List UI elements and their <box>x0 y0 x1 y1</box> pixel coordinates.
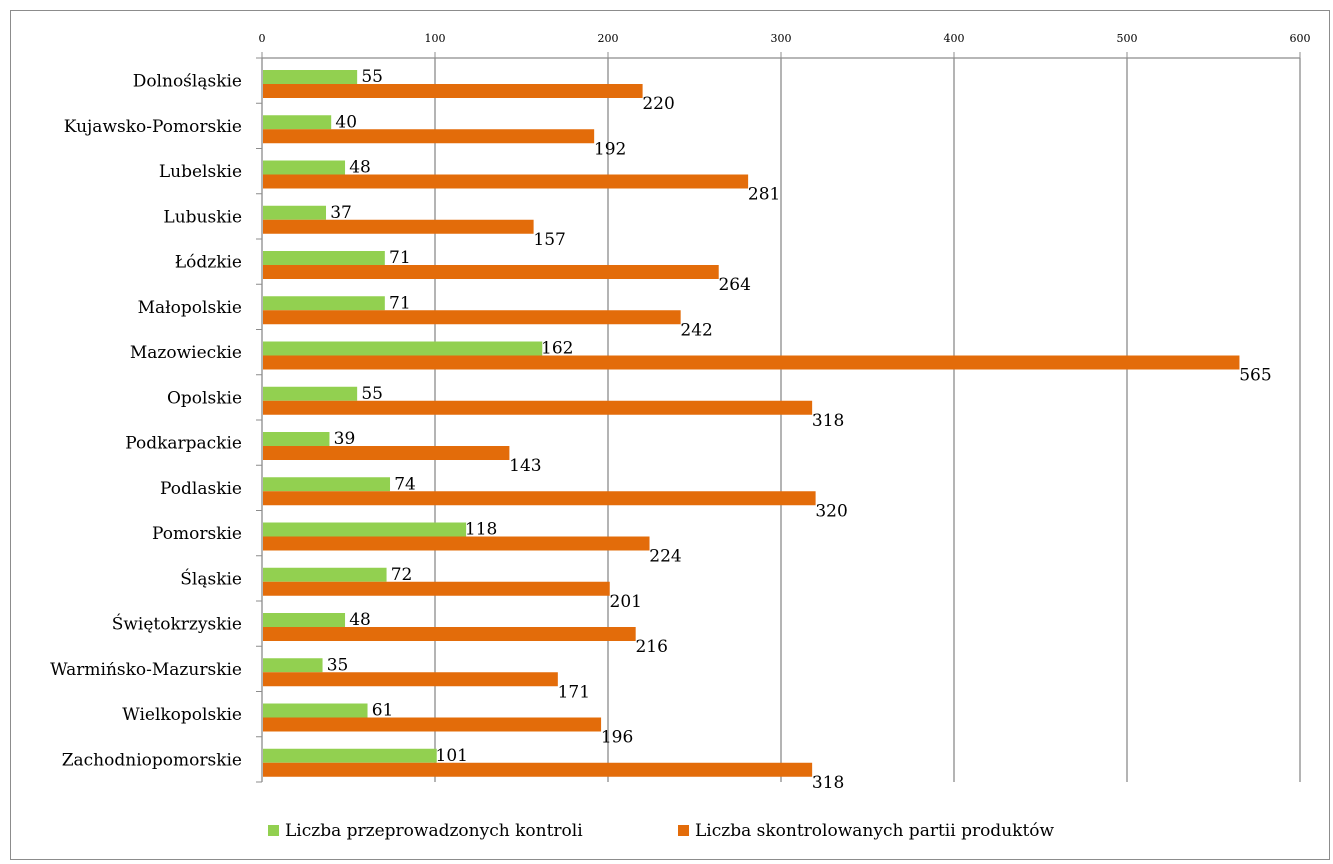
x-axis-ticks: 0 100 200 300 400 500 600 <box>256 32 1311 783</box>
x-tick-label: 100 <box>425 32 446 45</box>
bar-kontrole <box>263 658 323 673</box>
data-label: 264 <box>718 275 750 295</box>
bar-partie <box>263 446 510 460</box>
legend-swatch <box>678 825 689 836</box>
data-label: 192 <box>594 139 626 159</box>
bar-kontrole <box>263 613 346 627</box>
category-label: Podkarpackie <box>125 434 242 454</box>
data-label: 101 <box>436 746 468 766</box>
bar-partie <box>263 129 595 144</box>
category-label: Wielkopolskie <box>122 705 242 725</box>
bar-kontrole <box>263 160 346 175</box>
data-label: 143 <box>509 456 541 476</box>
bar-kontrole <box>263 296 385 311</box>
bar-partie <box>263 265 719 279</box>
bar-partie <box>263 581 610 596</box>
data-label: 196 <box>601 728 633 748</box>
bar-kontrole <box>263 251 385 265</box>
x-tick-label: 200 <box>598 32 619 45</box>
bars: 55 220 40 192 48 281 37 157 71 264 71 242 162 565 55 31… <box>263 67 1272 793</box>
bar-kontrole <box>263 477 391 492</box>
data-label: 37 <box>330 203 352 223</box>
category-label: Łódzkie <box>175 253 242 273</box>
data-label: 318 <box>812 411 844 431</box>
data-label: 318 <box>812 773 844 793</box>
data-label: 157 <box>533 230 565 250</box>
category-label: Pomorskie <box>152 524 242 544</box>
legend-swatch <box>268 825 279 836</box>
bar-partie <box>263 762 813 777</box>
category-label: Warmińsko-Mazurskie <box>50 660 242 680</box>
data-label: 55 <box>361 67 383 87</box>
bar-kontrole <box>263 341 543 356</box>
data-label: 565 <box>1239 366 1271 386</box>
bar-kontrole <box>263 703 368 718</box>
bar-kontrole <box>263 567 387 582</box>
bar-partie <box>263 355 1240 370</box>
data-label: 242 <box>680 320 712 340</box>
category-label: Kujawsko-Pomorskie <box>64 117 242 137</box>
data-label: 220 <box>642 94 674 114</box>
category-label: Dolnośląskie <box>133 72 242 92</box>
legend-label: Liczba skontrolowanych partii produktów <box>695 821 1055 841</box>
bar-kontrole <box>263 748 437 763</box>
x-tick-label: 300 <box>771 32 792 45</box>
category-label: Śląskie <box>180 568 242 589</box>
bar-kontrole <box>263 386 358 401</box>
legend: Liczba przeprowadzonych kontroli Liczba s… <box>268 821 1055 841</box>
category-label: Małopolskie <box>138 298 242 318</box>
category-label: Świętokrzyskie <box>112 614 242 635</box>
bar-partie <box>263 174 749 189</box>
data-label: 48 <box>349 610 371 630</box>
bar-partie <box>263 536 650 551</box>
bar-partie <box>263 84 643 98</box>
data-label: 71 <box>389 293 411 313</box>
data-label: 162 <box>541 339 573 359</box>
bar-partie <box>263 672 558 687</box>
data-label: 61 <box>372 701 394 721</box>
x-tick-label: 500 <box>1117 32 1138 45</box>
data-label: 281 <box>748 185 780 205</box>
data-label: 224 <box>649 547 681 567</box>
category-label: Podlaskie <box>160 479 242 499</box>
category-label: Zachodniopomorskie <box>62 750 242 770</box>
category-label: Lubelskie <box>159 162 242 182</box>
x-tick-label: 0 <box>259 32 266 45</box>
x-tick-label: 400 <box>944 32 965 45</box>
data-label: 55 <box>361 384 383 404</box>
bar-kontrole <box>263 205 327 220</box>
bar-partie <box>263 627 636 641</box>
data-label: 320 <box>815 501 847 521</box>
bar-partie <box>263 219 534 234</box>
bar-kontrole <box>263 432 330 446</box>
data-label: 71 <box>389 248 411 268</box>
bar-kontrole <box>263 70 358 84</box>
chart-frame <box>10 10 1330 860</box>
bar-partie <box>263 717 602 732</box>
gridlines <box>434 58 1301 782</box>
data-label: 118 <box>465 520 497 540</box>
data-label: 48 <box>349 158 371 178</box>
bar-kontrole <box>263 522 467 537</box>
bar-partie <box>263 400 813 415</box>
category-label: Lubuskie <box>163 207 242 227</box>
data-label: 39 <box>334 429 356 449</box>
bar-kontrole <box>263 115 332 130</box>
data-label: 216 <box>635 637 667 657</box>
category-labels: Dolnośląskie Kujawsko-Pomorskie Lubelskie L… <box>50 72 242 771</box>
data-label: 40 <box>335 112 357 132</box>
data-label: 171 <box>558 682 590 702</box>
x-tick-label: 600 <box>1290 32 1311 45</box>
bar-partie <box>263 310 681 325</box>
data-label: 35 <box>327 655 349 675</box>
category-label: Mazowieckie <box>130 343 242 363</box>
bar-partie <box>263 491 816 506</box>
data-label: 201 <box>610 592 642 612</box>
category-label: Opolskie <box>167 388 242 408</box>
data-label: 72 <box>391 565 413 585</box>
data-label: 74 <box>394 474 416 494</box>
legend-label: Liczba przeprowadzonych kontroli <box>285 821 583 841</box>
